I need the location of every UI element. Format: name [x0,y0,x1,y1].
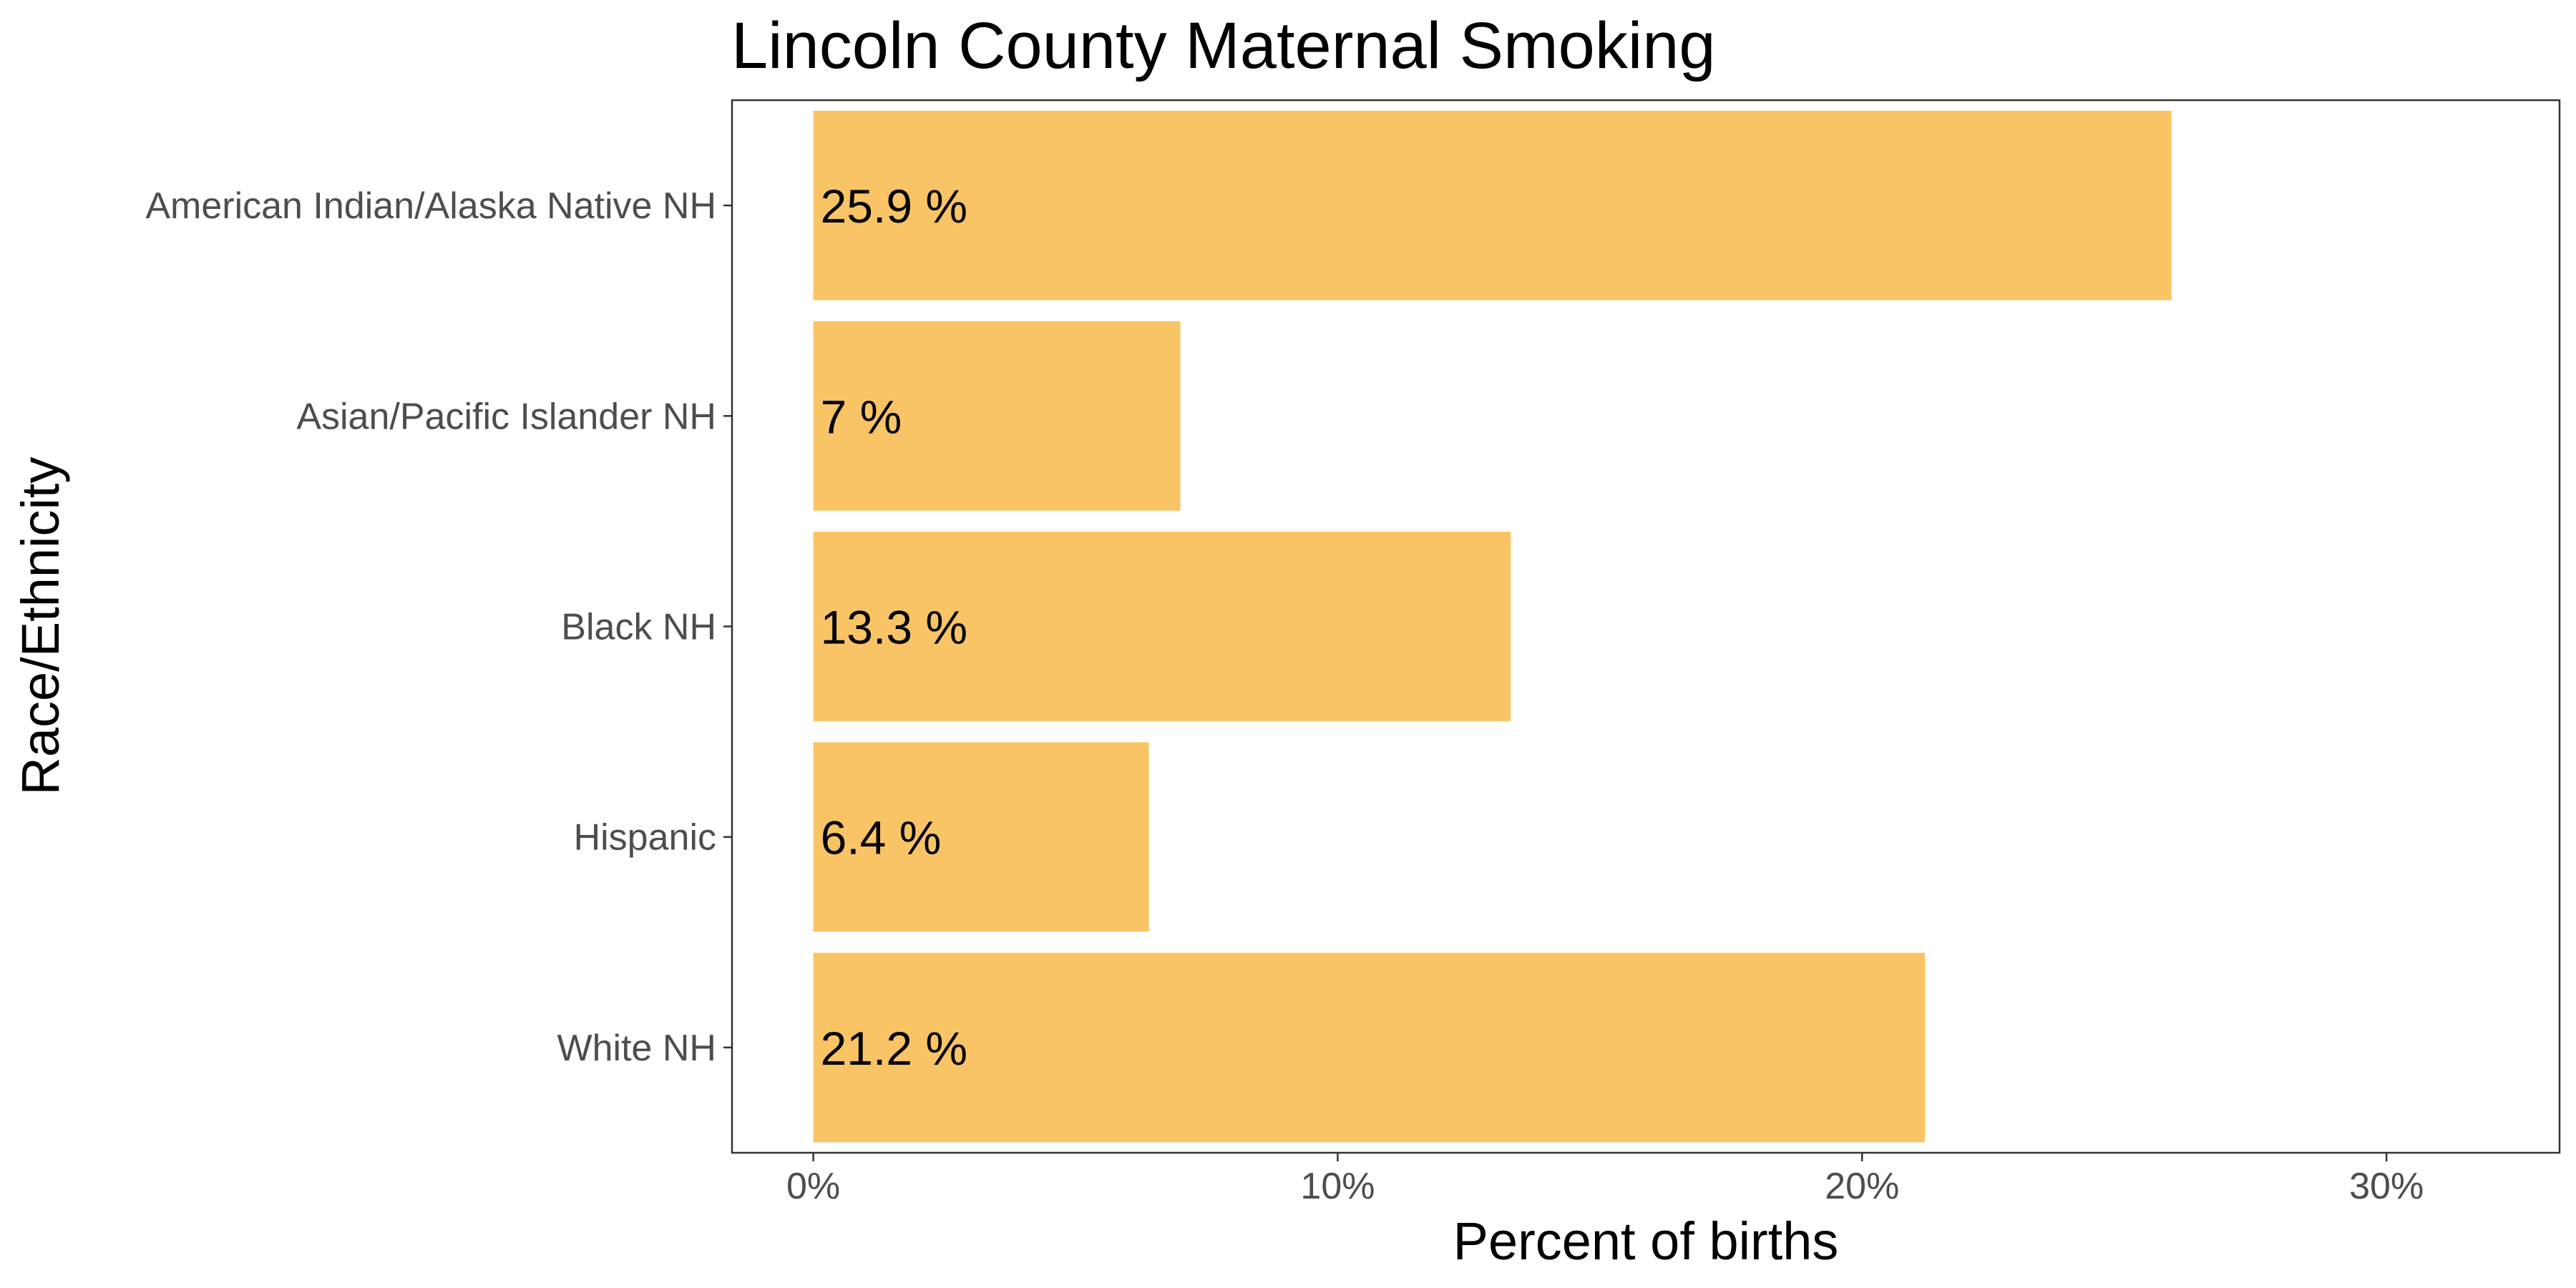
y-tick-label-white-nh: White NH [557,1028,716,1069]
data-label-hispanic: 6.4 % [821,811,942,864]
bar-black-nh [813,532,1511,721]
y-axis-title: Race/Ethnicity [11,457,70,796]
bar-white-nh [813,952,1926,1143]
bars-layer [813,110,2172,1143]
y-tick-label-american-indian-alaska-native-nh: American Indian/Alaska Native NH [145,185,716,227]
y-axis: American Indian/Alaska Native NH Asian/Pa… [145,185,732,1069]
x-tick-label-20: 20% [1825,1166,1899,1207]
chart-title: Lincoln County Maternal Smoking [731,9,1716,82]
data-label-white-nh: 21.2 % [821,1022,967,1075]
data-label-american-indian-alaska-native-nh: 25.9 % [821,180,967,233]
y-tick-label-hispanic: Hispanic [574,817,716,859]
bar-hispanic [813,742,1149,932]
x-tick-label-30: 30% [2349,1166,2424,1207]
y-tick-label-black-nh: Black NH [561,607,716,648]
y-tick-label-asian-pacific-islander-nh: Asian/Pacific Islander NH [296,396,716,437]
data-label-black-nh: 13.3 % [821,601,967,654]
bar-american-indian-alaska-native-nh [813,110,2172,301]
bar-asian-pacific-islander-nh [813,321,1181,511]
x-axis-title: Percent of births [1453,1211,1839,1271]
data-label-asian-pacific-islander-nh: 7 % [821,390,902,443]
x-axis: 0% 10% 20% 30% [786,1153,2424,1207]
x-tick-label-10: 10% [1300,1166,1375,1207]
data-labels-layer: 25.9 % 7 % 13.3 % 6.4 % 21.2 % [821,180,967,1075]
x-tick-label-0: 0% [786,1166,840,1207]
